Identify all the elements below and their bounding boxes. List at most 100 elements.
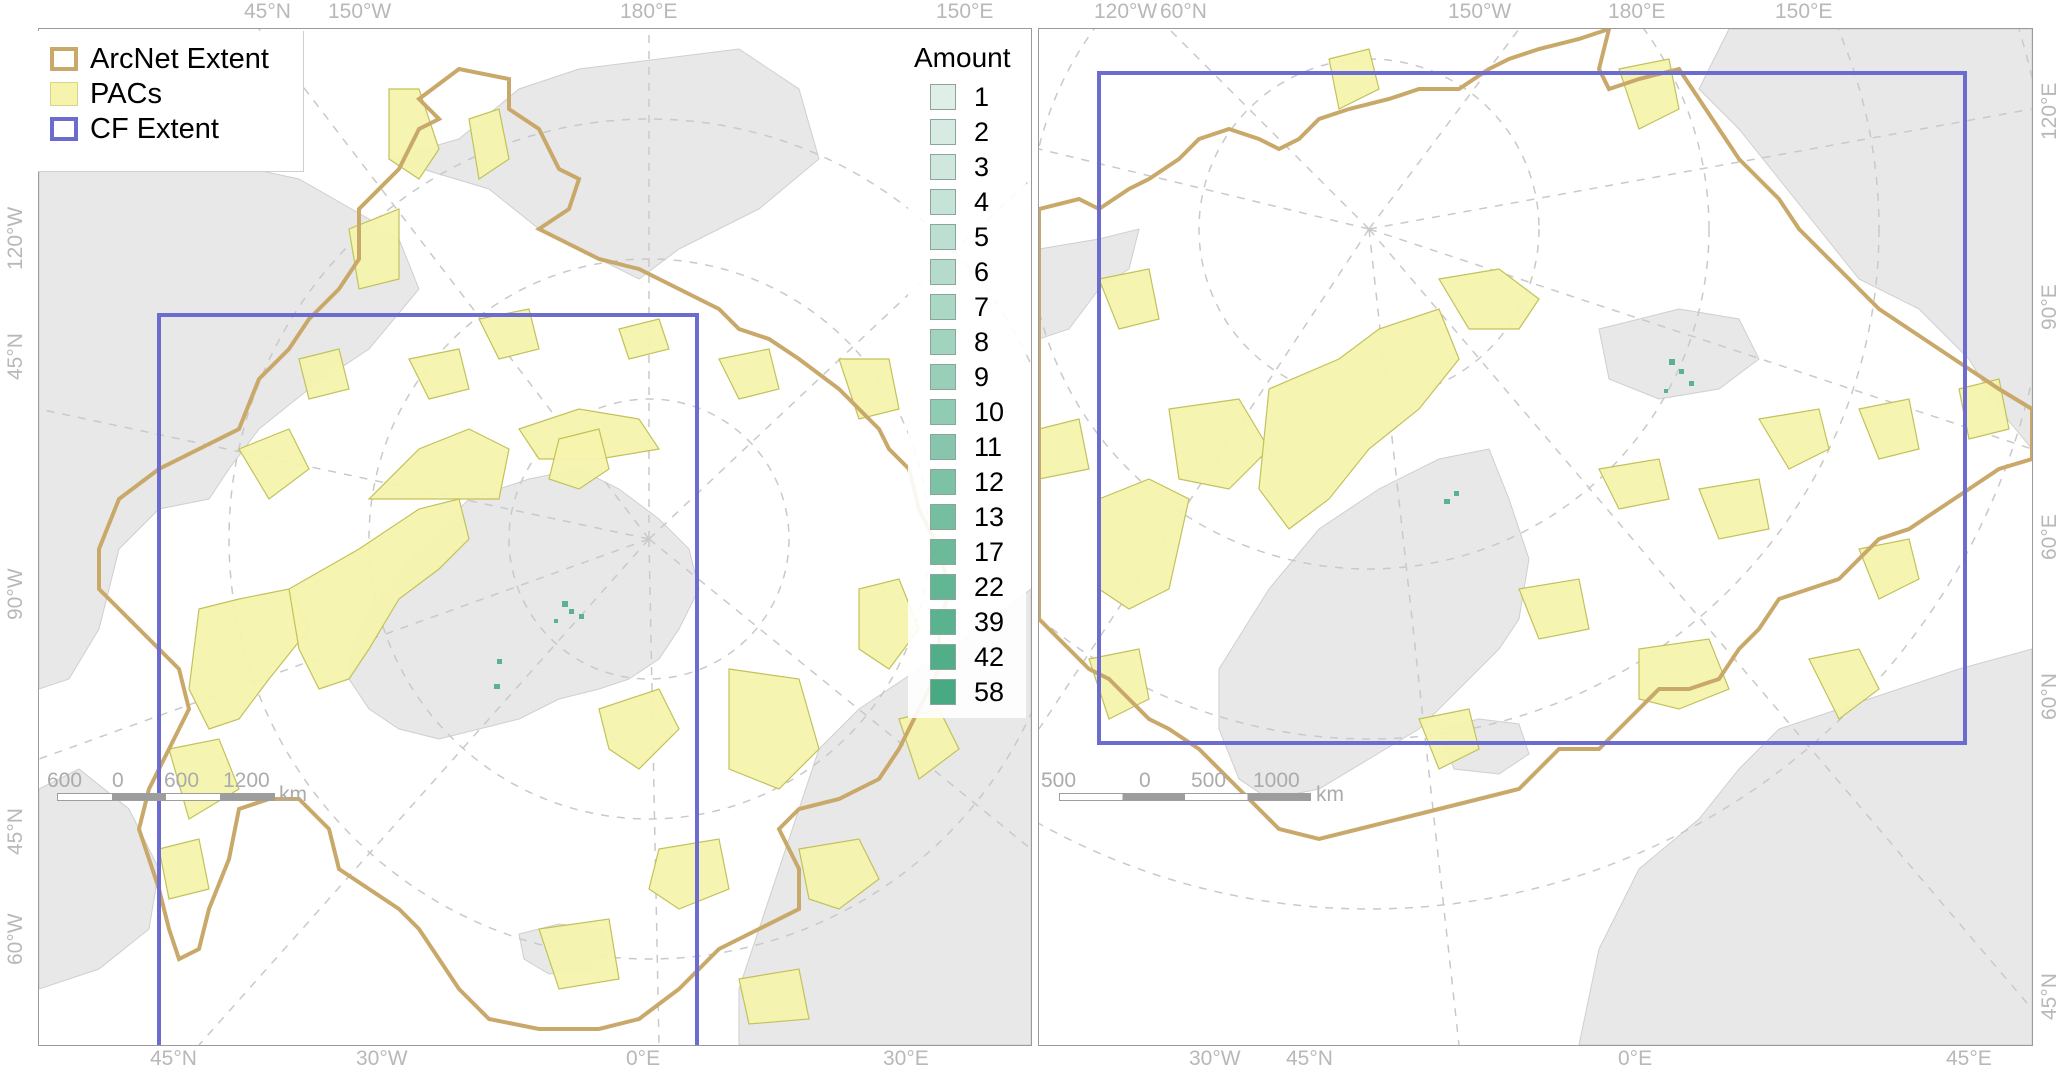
- amount-cells-left: [494, 601, 584, 689]
- land-alaska: [387, 48, 820, 280]
- amount-swatch: [930, 119, 956, 145]
- tick-left-side-4: 60°W: [4, 913, 27, 965]
- scale-bar-left: 600 0 600 1200 km: [47, 769, 307, 809]
- amount-legend-item: 39: [930, 607, 1004, 637]
- amount-legend-item: 6: [930, 257, 989, 287]
- amount-legend-item: 12: [930, 467, 1004, 497]
- legend-label: CF Extent: [90, 112, 219, 145]
- amount-label: 7: [974, 291, 990, 322]
- amount-swatch: [930, 679, 956, 705]
- amount-legend-item: 13: [930, 502, 1004, 532]
- tick-right-top-3: 180°E: [1608, 0, 1666, 23]
- tick-right-side-1: 90°E: [2038, 284, 2061, 330]
- scale-label-3: 1200: [223, 769, 270, 792]
- amount-legend-item: 11: [930, 432, 1002, 462]
- map-legend: ArcNet Extent PACs CF Extent: [38, 31, 304, 172]
- cf-swatch: [50, 117, 78, 141]
- amount-label: 5: [974, 221, 990, 252]
- amount-label: 6: [974, 256, 990, 287]
- amount-legend-item: 9: [930, 362, 989, 392]
- amount-label: 11: [974, 431, 1003, 462]
- scale-unit: km: [279, 783, 307, 806]
- scale-label-0: 600: [47, 769, 83, 792]
- tick-left-top-1: 150°W: [328, 0, 392, 23]
- right-map-panel[interactable]: 500 0 500 1000 km: [1038, 28, 2033, 1046]
- amount-swatch: [930, 84, 956, 110]
- arcnet-extent-right: [1039, 29, 2032, 842]
- amount-legend-item: 22: [930, 572, 1004, 602]
- amount-swatch: [930, 539, 956, 565]
- tick-right-top-2: 150°W: [1448, 0, 1512, 23]
- land-labrador: [39, 768, 160, 990]
- amount-label: 8: [974, 326, 990, 357]
- tick-right-top-4: 150°E: [1775, 0, 1833, 23]
- left-map-panel[interactable]: 600 0 600 1200 km: [38, 28, 1032, 1046]
- tick-right-side-2: 60°E: [2038, 514, 2061, 560]
- tick-left-bottom-3: 30°E: [883, 1047, 929, 1070]
- amount-label: 12: [974, 466, 1005, 497]
- tick-right-top-0: 120°W: [1094, 0, 1158, 23]
- land-eurasia-r: [1578, 648, 2032, 1045]
- left-map: [39, 29, 1031, 1045]
- amount-swatch: [930, 609, 956, 635]
- amount-label: 1: [974, 81, 990, 112]
- tick-left-top-2: 180°E: [620, 0, 678, 23]
- amount-legend-item: 4: [930, 187, 989, 217]
- amount-label: 42: [974, 641, 1005, 672]
- scale-bar-graphic: [57, 793, 275, 801]
- scale-label-3: 1000: [1253, 769, 1300, 792]
- amount-label: 3: [974, 151, 990, 182]
- amount-swatch: [930, 399, 956, 425]
- amount-label: 17: [974, 536, 1005, 567]
- amount-swatch: [930, 259, 956, 285]
- arcnet-swatch: [50, 47, 78, 71]
- amount-swatch: [930, 644, 956, 670]
- amount-legend-title: Amount: [914, 42, 1011, 73]
- tick-left-top-3: 150°E: [936, 0, 994, 23]
- scale-label-1: 0: [1139, 769, 1151, 792]
- amount-legend-item: 58: [930, 677, 1004, 707]
- pacs-swatch: [50, 82, 78, 106]
- tick-left-side-3: 45°N: [4, 808, 27, 855]
- land-north-america: [39, 138, 420, 690]
- tick-left-top-0: 45°N: [244, 0, 291, 23]
- amount-legend-item: 42: [930, 642, 1004, 672]
- tick-left-side-0: 120°W: [4, 206, 27, 270]
- tick-left-side-1: 45°N: [4, 333, 27, 380]
- legend-label: ArcNet Extent: [90, 42, 269, 75]
- tick-left-bottom-2: 0°E: [626, 1047, 661, 1070]
- land-alaska-r: [1698, 29, 2032, 450]
- land-arctic-islands-r: [1598, 308, 1760, 400]
- scale-bar-right: 500 0 500 1000 km: [1041, 769, 1344, 809]
- tick-right-side-0: 120°E: [2038, 82, 2061, 140]
- amount-legend-item: 3: [930, 152, 989, 182]
- scale-label-2: 500: [1191, 769, 1227, 792]
- legend-item-arcnet: ArcNet Extent: [50, 43, 269, 75]
- cf-extent-left: [157, 313, 699, 1045]
- amount-legend-item: 17: [930, 537, 1004, 567]
- amount-label: 2: [974, 116, 990, 147]
- tick-right-side-4: 45°N: [2038, 973, 2061, 1020]
- amount-label: 13: [974, 501, 1005, 532]
- amount-cells-right: [1444, 359, 1694, 504]
- amount-swatch: [930, 469, 956, 495]
- pacs-layer-r: [1039, 48, 2010, 770]
- scale-label-2: 600: [164, 769, 200, 792]
- amount-swatch: [930, 224, 956, 250]
- amount-legend-item: 5: [930, 222, 989, 252]
- tick-right-bottom-3: 45°E: [1946, 1047, 1992, 1070]
- tick-right-bottom-1: 45°N: [1286, 1047, 1333, 1070]
- pacs-layer: [158, 88, 960, 1025]
- legend-item-pacs: PACs: [50, 78, 162, 110]
- amount-label: 9: [974, 361, 990, 392]
- right-map: [1039, 29, 2032, 1045]
- tick-right-side-3: 60°N: [2038, 673, 2061, 720]
- cf-extent-right: [1097, 71, 1967, 745]
- amount-legend-item: 7: [930, 292, 989, 322]
- amount-label: 58: [974, 676, 1005, 707]
- amount-swatch: [930, 504, 956, 530]
- tick-left-side-2: 90°W: [4, 568, 27, 620]
- tick-right-bottom-2: 0°E: [1618, 1047, 1653, 1070]
- amount-swatch: [930, 329, 956, 355]
- legend-item-cf: CF Extent: [50, 113, 219, 145]
